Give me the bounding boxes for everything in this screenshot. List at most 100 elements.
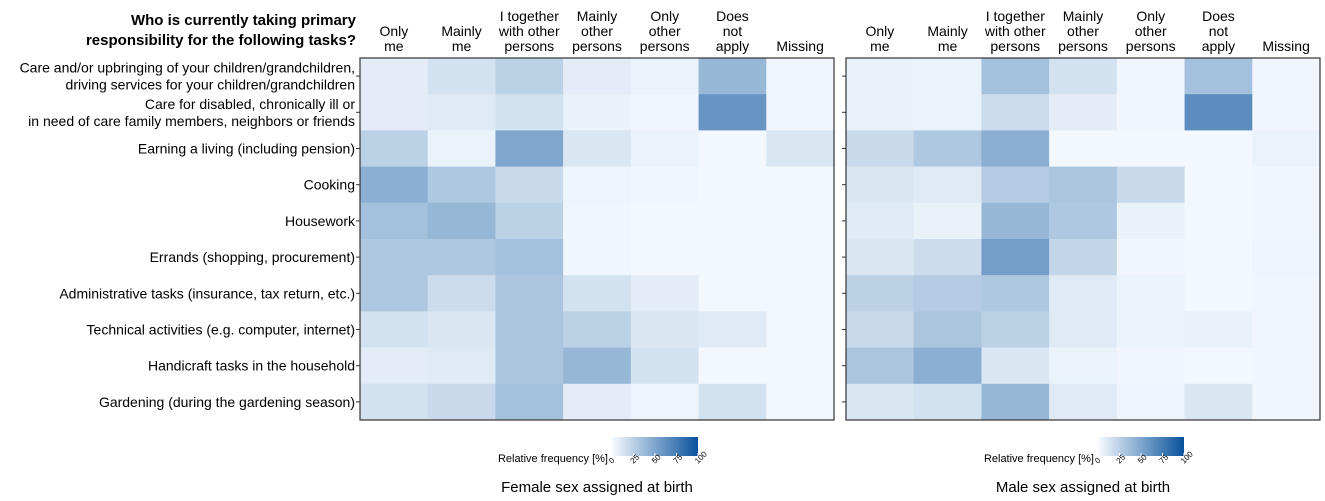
- panel-caption: Female sex assigned at birth: [501, 479, 693, 496]
- heatmap-cell: [427, 58, 496, 95]
- heatmap-cell: [630, 347, 699, 385]
- heatmap-cell: [698, 383, 767, 421]
- heatmap-cell: [1116, 239, 1185, 276]
- heatmap-cell: [630, 130, 699, 167]
- heatmap-cell: [766, 130, 835, 167]
- heatmap-cell: [913, 130, 982, 167]
- legend-title: Relative frequency [%]: [984, 453, 1094, 465]
- heatmap-cell: [698, 58, 767, 95]
- heatmap-cell: [1184, 311, 1253, 348]
- heatmap-cell: [846, 311, 915, 348]
- heatmap-cell: [427, 94, 496, 131]
- heatmap-cell: [1184, 94, 1253, 131]
- heatmap-cell: [427, 311, 496, 348]
- heatmap-cell: [766, 347, 835, 385]
- heatmap-cell: [630, 166, 699, 204]
- heatmap-cell: [1049, 311, 1118, 348]
- heatmap-panel-male: Only me Mainly me I together with other person…: [842, 8, 1321, 496]
- heatmap-cell: [846, 275, 915, 312]
- heatmap-cell: [981, 239, 1050, 276]
- row-label: Housework: [285, 213, 356, 229]
- heatmap-cell: [981, 130, 1050, 167]
- heatmap-cell: [698, 311, 767, 348]
- heatmap-cell: [766, 202, 835, 240]
- legend-colorbar: [1098, 437, 1184, 456]
- heatmap-cell: [1252, 58, 1321, 95]
- legends: Relative frequency [%] 0 25 50 75 100 Relative…: [498, 437, 1195, 465]
- heatmap-cell: [913, 275, 982, 312]
- legend-tick-label: 0: [1093, 456, 1103, 466]
- heatmap-cell: [360, 383, 429, 421]
- heatmap-cell: [427, 130, 496, 167]
- panel-border: [845, 57, 1321, 421]
- heatmap-cell: [698, 275, 767, 312]
- column-label: Mainly me: [441, 23, 481, 54]
- column-label: Only me: [865, 23, 894, 54]
- column-label: I together with other persons: [498, 8, 560, 54]
- row-label: Administrative tasks (insurance, tax ret…: [59, 285, 355, 301]
- heatmap-cell: [427, 239, 496, 276]
- heatmap-cell: [1116, 94, 1185, 131]
- heatmap-cell: [981, 94, 1050, 131]
- heatmap-cell: [1116, 347, 1185, 385]
- heatmap-cell: [1252, 347, 1321, 385]
- heatmap-cell: [1252, 94, 1321, 131]
- row-labels: Care and/or upbringing of your children/…: [20, 60, 356, 410]
- heatmap-cell: [1049, 130, 1118, 167]
- column-label: Only other persons: [1126, 8, 1176, 54]
- heatmap-panel-female: Only me Mainly me I together with other person…: [356, 8, 835, 496]
- heatmap-cell: [427, 383, 496, 421]
- heatmap-cell: [698, 130, 767, 167]
- heatmap-cell: [495, 94, 564, 131]
- heatmap-cell: [495, 58, 564, 95]
- heatmap-cell: [1252, 383, 1321, 421]
- heatmap-cell: [1049, 166, 1118, 204]
- legend-tick-label: 0: [607, 456, 617, 466]
- heatmap-cell: [846, 94, 915, 131]
- panel-border: [359, 57, 835, 421]
- row-label: Care and/or upbringing of your children/…: [20, 60, 355, 93]
- heatmap-cell: [846, 202, 915, 240]
- column-label: Missing: [776, 38, 823, 54]
- column-label: Missing: [1262, 38, 1309, 54]
- heatmap-cell: [1184, 239, 1253, 276]
- heatmap-cell: [1049, 383, 1118, 421]
- heatmap-cell: [766, 58, 835, 95]
- heatmap-cell: [1252, 275, 1321, 312]
- heatmap-cell: [846, 239, 915, 276]
- heatmap-cell: [846, 166, 915, 204]
- heatmap-cell: [913, 311, 982, 348]
- heatmap-cell: [846, 58, 915, 95]
- heatmap-cell: [563, 347, 632, 385]
- heatmap-cell: [1184, 130, 1253, 167]
- legend-colorbar: [612, 437, 698, 456]
- heatmap-cell: [1116, 58, 1185, 95]
- heatmap-cell: [495, 130, 564, 167]
- heatmap-cell: [698, 94, 767, 131]
- heatmap-cell: [698, 202, 767, 240]
- column-label: Does not apply: [1202, 8, 1235, 54]
- heatmap-cell: [360, 58, 429, 95]
- heatmap-cell: [563, 94, 632, 131]
- heatmap-cell: [846, 130, 915, 167]
- heatmap-cell: [766, 239, 835, 276]
- column-label: Only other persons: [640, 8, 690, 54]
- heatmap-cell: [360, 275, 429, 312]
- heatmap-cell: [495, 383, 564, 421]
- heatmap-cell: [766, 275, 835, 312]
- heatmap-cell: [1184, 166, 1253, 204]
- heatmap-cell: [913, 202, 982, 240]
- heatmap-cell: [495, 166, 564, 204]
- heatmap-cell: [563, 275, 632, 312]
- heatmap-cell: [427, 166, 496, 204]
- heatmap-cell: [913, 58, 982, 95]
- heatmap-cell: [698, 239, 767, 276]
- heatmap-cell: [766, 311, 835, 348]
- column-label: I together with other persons: [984, 8, 1046, 54]
- heatmap-cell: [563, 383, 632, 421]
- heatmap-cell: [1252, 166, 1321, 204]
- heatmap-cell: [563, 239, 632, 276]
- heatmap-cell: [1184, 58, 1253, 95]
- question-title: Who is currently taking primary responsib…: [86, 12, 357, 49]
